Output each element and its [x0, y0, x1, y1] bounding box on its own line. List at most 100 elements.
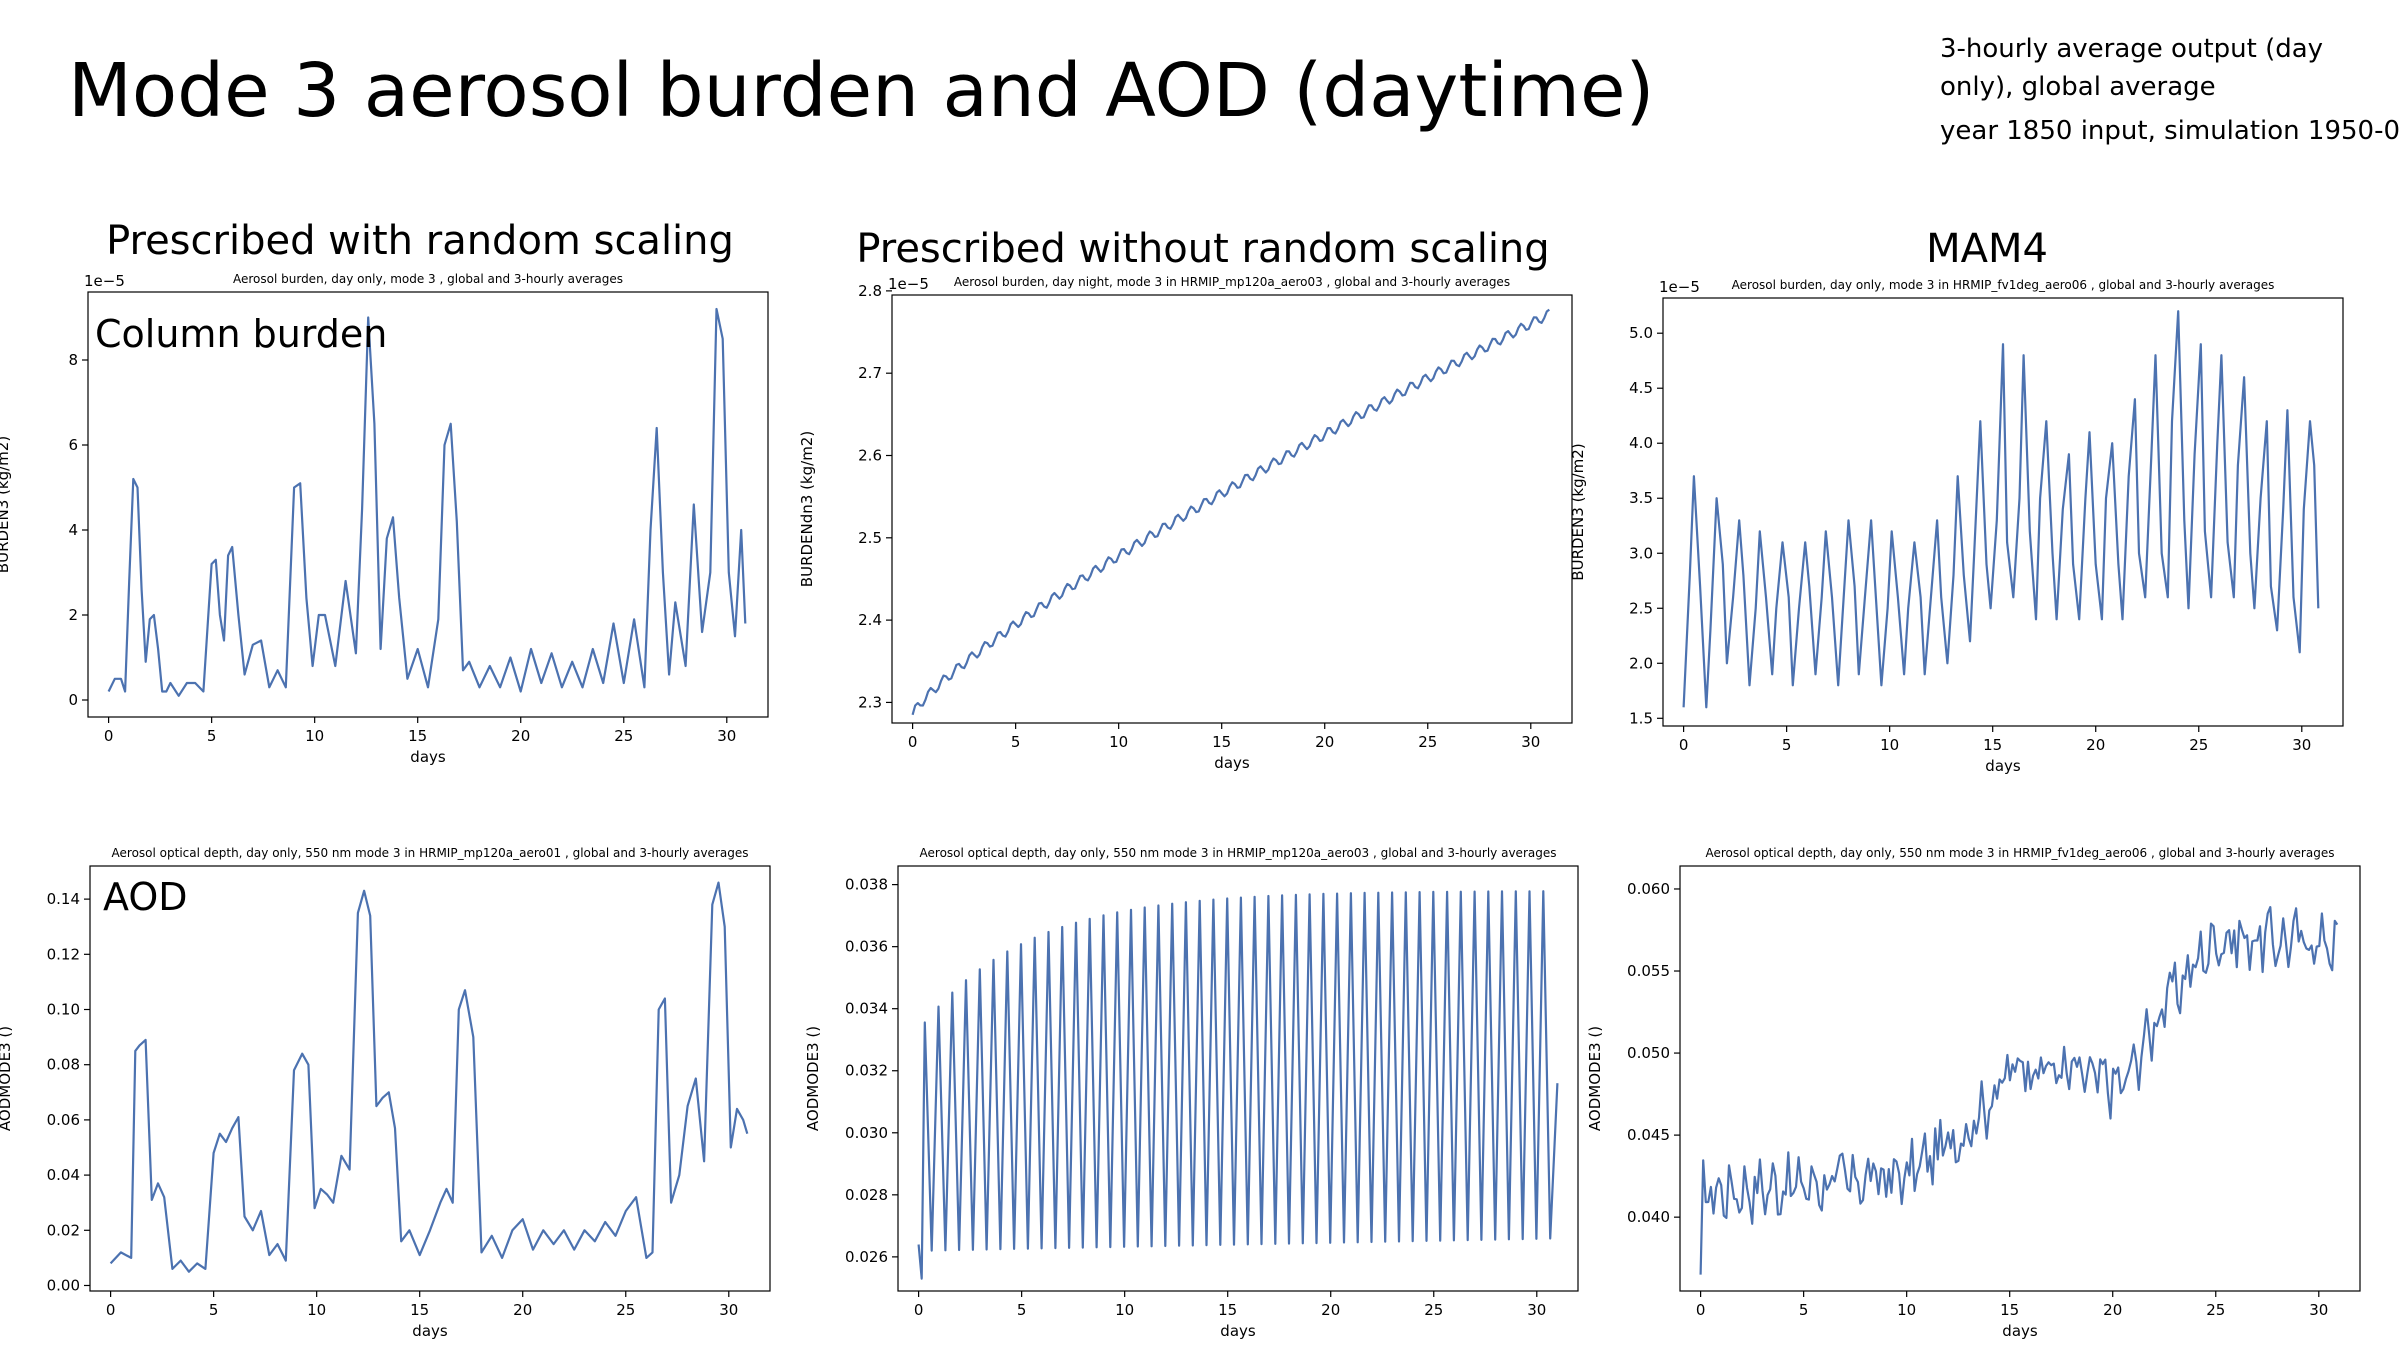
- axis-offset-label: 1e−5: [84, 272, 125, 290]
- plot-frame: [1679, 865, 2361, 1292]
- x-tick-label: 30: [1521, 733, 1540, 751]
- chart-p2: Aerosol burden, day night, mode 3 in HRM…: [798, 275, 1573, 772]
- y-tick-label: 3.5: [1629, 489, 1653, 507]
- x-tick-label: 10: [1880, 736, 1899, 754]
- y-tick-label: 0.050: [1627, 1044, 1670, 1062]
- x-tick-label: 5: [207, 727, 217, 745]
- x-axis-label: days: [1214, 754, 1250, 772]
- plot-frame: [1662, 297, 2344, 727]
- y-tick-label: 4.5: [1629, 379, 1653, 397]
- y-tick-label: 0.12: [47, 945, 80, 963]
- chart-title: Aerosol burden, day only, mode 3 , globa…: [233, 272, 623, 286]
- x-tick-label: 30: [717, 727, 736, 745]
- y-tick-label: 2.0: [1629, 654, 1653, 672]
- x-tick-label: 25: [616, 1301, 635, 1319]
- x-axis-label: days: [2002, 1322, 2038, 1340]
- slide-title: Mode 3 aerosol burden and AOD (daytime): [68, 48, 1655, 134]
- x-tick-label: 20: [1321, 1301, 1340, 1319]
- x-axis-label: days: [1220, 1322, 1256, 1340]
- x-tick-label: 10: [1897, 1301, 1916, 1319]
- chart-title: Aerosol optical depth, day only, 550 nm …: [112, 846, 749, 860]
- y-tick-label: 0.026: [845, 1248, 888, 1266]
- y-tick-label: 6: [68, 436, 78, 454]
- x-tick-label: 5: [1017, 1301, 1027, 1319]
- y-tick-label: 0.028: [845, 1186, 888, 1204]
- y-axis-label: BURDEN3 (kg/m2): [1569, 443, 1587, 580]
- chart-p1: Aerosol burden, day only, mode 3 , globa…: [0, 272, 769, 766]
- chart-title: Aerosol optical depth, day only, 550 nm …: [920, 846, 1557, 860]
- info-output-description: 3-hourly average output (day only), glob…: [1940, 34, 2324, 102]
- x-tick-label: 30: [1527, 1301, 1546, 1319]
- y-tick-label: 0.036: [845, 938, 888, 956]
- overlay-column-burden: Column burden: [95, 312, 388, 356]
- axis-offset-label: 1e−5: [1659, 278, 1700, 296]
- series-line: [917, 890, 1559, 1280]
- y-tick-label: 8: [68, 351, 78, 369]
- plot-frame: [897, 865, 1579, 1292]
- y-tick-label: 0.14: [47, 890, 80, 908]
- x-tick-label: 0: [1679, 736, 1689, 754]
- x-tick-label: 10: [1109, 733, 1128, 751]
- y-tick-label: 5.0: [1629, 324, 1653, 342]
- y-tick-label: 0.00: [47, 1276, 80, 1294]
- plot-frame: [87, 291, 769, 718]
- y-tick-label: 0.04: [47, 1166, 80, 1184]
- y-axis-label: BURDENdn3 (kg/m2): [798, 431, 816, 587]
- y-tick-label: 2.8: [858, 282, 882, 300]
- overlay-aod: AOD: [103, 875, 188, 919]
- y-tick-label: 0.02: [47, 1221, 80, 1239]
- y-tick-label: 2.6: [858, 447, 882, 465]
- plot-frame: [89, 865, 771, 1292]
- x-tick-label: 5: [209, 1301, 219, 1319]
- x-tick-label: 15: [1212, 733, 1231, 751]
- x-tick-label: 20: [2086, 736, 2105, 754]
- x-axis-label: days: [1985, 757, 2021, 775]
- x-tick-label: 5: [1782, 736, 1792, 754]
- y-tick-label: 2: [68, 606, 78, 624]
- chart-title: Aerosol burden, day night, mode 3 in HRM…: [954, 275, 1510, 289]
- y-tick-label: 2.5: [858, 529, 882, 547]
- y-tick-label: 0.06: [47, 1111, 80, 1129]
- y-tick-label: 0.040: [1627, 1208, 1670, 1226]
- y-axis-label: AODMODE3 (): [1586, 1026, 1604, 1131]
- y-axis-label: AODMODE3 (): [0, 1026, 14, 1131]
- y-axis-label: BURDEN3 (kg/m2): [0, 436, 12, 573]
- y-tick-label: 0.030: [845, 1124, 888, 1142]
- y-tick-label: 1.5: [1629, 709, 1653, 727]
- y-tick-label: 3.0: [1629, 544, 1653, 562]
- x-tick-label: 10: [307, 1301, 326, 1319]
- y-axis-label: AODMODE3 (): [804, 1026, 822, 1131]
- x-tick-label: 0: [908, 733, 918, 751]
- x-axis-label: days: [412, 1322, 448, 1340]
- x-tick-label: 5: [1011, 733, 1021, 751]
- axis-offset-label: 1e−5: [888, 275, 929, 293]
- x-tick-label: 0: [104, 727, 114, 745]
- x-tick-label: 15: [408, 727, 427, 745]
- y-tick-label: 0.038: [845, 876, 888, 894]
- series-line: [107, 307, 747, 697]
- y-tick-label: 4.0: [1629, 434, 1653, 452]
- chart-p6: Aerosol optical depth, day only, 550 nm …: [1586, 846, 2361, 1340]
- x-tick-label: 0: [1696, 1301, 1706, 1319]
- x-tick-label: 15: [410, 1301, 429, 1319]
- series-line: [109, 881, 749, 1273]
- chart-p5: Aerosol optical depth, day only, 550 nm …: [804, 846, 1579, 1340]
- x-tick-label: 5: [1799, 1301, 1809, 1319]
- column-title-without-random-scaling: Prescribed without random scaling: [856, 226, 1550, 272]
- chart-title: Aerosol burden, day only, mode 3 in HRMI…: [1732, 278, 2275, 292]
- x-tick-label: 10: [305, 727, 324, 745]
- column-title-mam4: MAM4: [1926, 226, 2048, 272]
- x-tick-label: 25: [2189, 736, 2208, 754]
- y-tick-label: 0.045: [1627, 1126, 1670, 1144]
- column-title-random-scaling: Prescribed with random scaling: [106, 218, 734, 264]
- x-tick-label: 15: [1218, 1301, 1237, 1319]
- chart-p3: Aerosol burden, day only, mode 3 in HRMI…: [1569, 278, 2344, 775]
- y-tick-label: 2.4: [858, 611, 882, 629]
- y-tick-label: 0.10: [47, 1001, 80, 1019]
- y-tick-label: 0: [68, 691, 78, 709]
- x-tick-label: 20: [2103, 1301, 2122, 1319]
- y-tick-label: 0.060: [1627, 880, 1670, 898]
- x-tick-label: 30: [2292, 736, 2311, 754]
- x-tick-label: 10: [1115, 1301, 1134, 1319]
- x-tick-label: 25: [614, 727, 633, 745]
